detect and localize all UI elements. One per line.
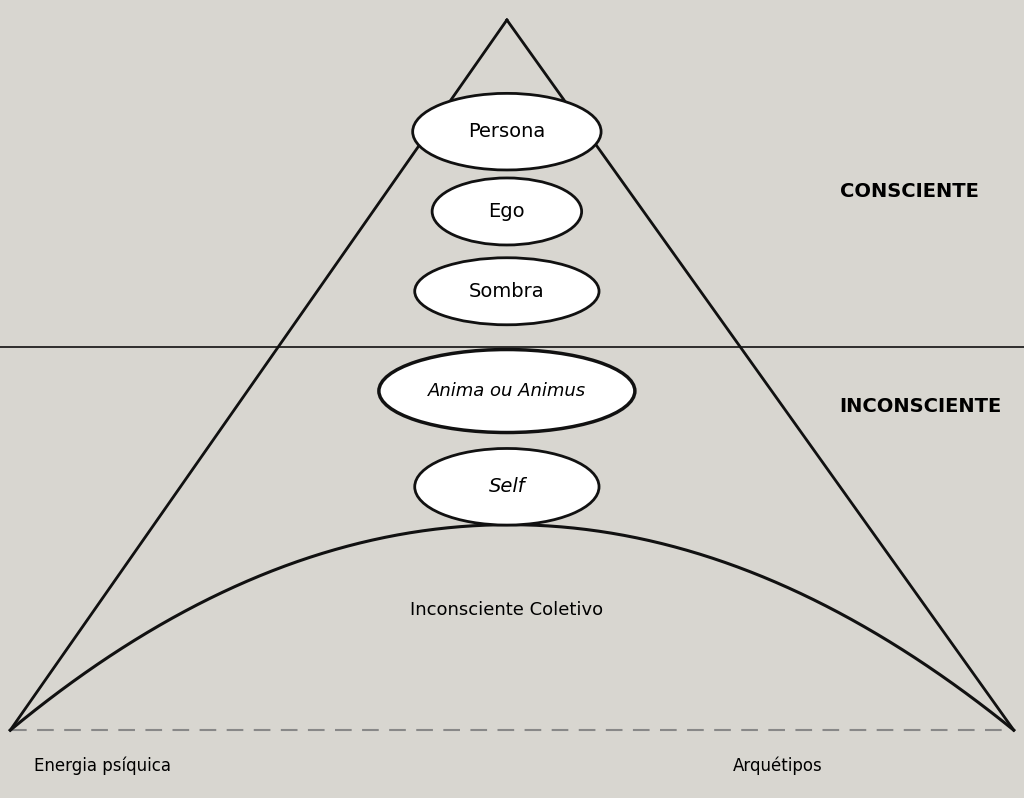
Text: Persona: Persona	[468, 122, 546, 141]
Text: Sombra: Sombra	[469, 282, 545, 301]
Text: Inconsciente Coletivo: Inconsciente Coletivo	[411, 602, 603, 619]
Ellipse shape	[432, 178, 582, 245]
Text: Self: Self	[488, 477, 525, 496]
Ellipse shape	[415, 258, 599, 325]
Text: CONSCIENTE: CONSCIENTE	[840, 182, 979, 201]
Text: INCONSCIENTE: INCONSCIENTE	[840, 397, 1001, 417]
Text: Arquétipos: Arquétipos	[733, 757, 823, 776]
Text: Ego: Ego	[488, 202, 525, 221]
Text: Energia psíquica: Energia psíquica	[34, 757, 171, 776]
Ellipse shape	[415, 448, 599, 525]
Ellipse shape	[379, 350, 635, 433]
Text: Anima ou Animus: Anima ou Animus	[428, 382, 586, 400]
Ellipse shape	[413, 93, 601, 170]
